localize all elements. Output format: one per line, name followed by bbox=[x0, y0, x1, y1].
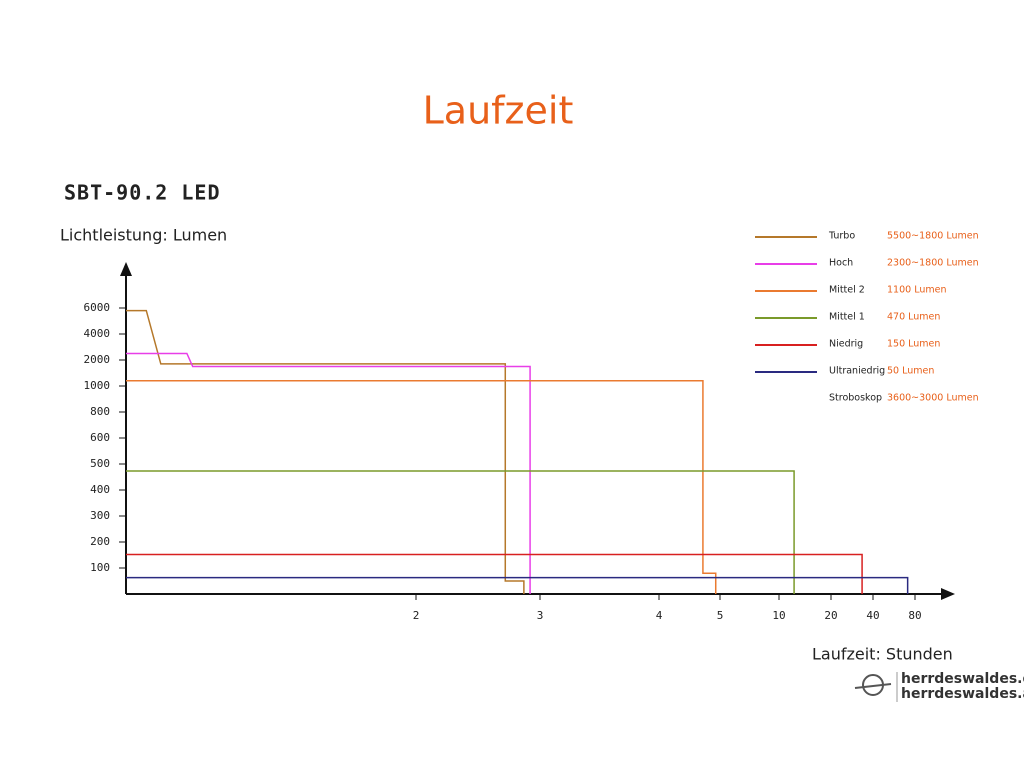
x-axis-arrow bbox=[941, 588, 955, 600]
y-tick-label: 300 bbox=[90, 509, 110, 522]
y-tick-label: 4000 bbox=[84, 327, 111, 340]
legend-description: 2300~1800 Lumen bbox=[887, 258, 979, 269]
legend-label: Turbo bbox=[828, 231, 855, 242]
watermark-text: herrdeswaldes.de bbox=[901, 671, 1024, 687]
legend-label: Hoch bbox=[829, 258, 853, 269]
legend-label: Mittel 1 bbox=[829, 312, 865, 323]
chart-subtitle: SBT-90.2 LED bbox=[64, 181, 221, 205]
y-tick-label: 6000 bbox=[84, 301, 111, 314]
y-tick-label: 200 bbox=[90, 535, 110, 548]
x-tick-label: 3 bbox=[537, 609, 544, 622]
chart-title: Laufzeit bbox=[423, 89, 574, 133]
series-line bbox=[126, 576, 909, 594]
y-tick-label: 800 bbox=[90, 405, 110, 418]
y-tick-label: 2000 bbox=[84, 353, 111, 366]
y-tick-label: 1000 bbox=[84, 379, 111, 392]
legend-description: 470 Lumen bbox=[887, 312, 940, 323]
legend-label: Niedrig bbox=[829, 339, 863, 350]
y-tick-label: 600 bbox=[90, 431, 110, 444]
watermark-text: herrdeswaldes.at bbox=[901, 686, 1024, 702]
series-line bbox=[126, 309, 525, 594]
legend-label: Stroboskop bbox=[829, 393, 882, 404]
x-axis-label: Laufzeit: Stunden bbox=[812, 645, 953, 664]
x-tick-label: 4 bbox=[656, 609, 663, 622]
legend-description: 150 Lumen bbox=[887, 339, 940, 350]
x-tick-label: 10 bbox=[772, 609, 785, 622]
legend-description: 5500~1800 Lumen bbox=[887, 231, 979, 242]
x-tick-label: 5 bbox=[717, 609, 724, 622]
x-tick-label: 2 bbox=[413, 609, 420, 622]
y-tick-label: 500 bbox=[90, 457, 110, 470]
series-line bbox=[126, 352, 531, 594]
watermark-icon bbox=[854, 683, 892, 689]
series-line bbox=[126, 380, 717, 594]
y-tick-label: 400 bbox=[90, 483, 110, 496]
watermark: herrdeswaldes.de herrdeswaldes.at bbox=[854, 671, 1024, 702]
y-axis-arrow bbox=[120, 262, 132, 276]
x-tick-label: 20 bbox=[824, 609, 837, 622]
legend-label: Ultraniedrig bbox=[829, 366, 885, 377]
series-line bbox=[126, 553, 863, 594]
legend-description: 3600~3000 Lumen bbox=[887, 393, 979, 404]
legend-description: 1100 Lumen bbox=[887, 285, 946, 296]
y-axis-label: Lichtleistung: Lumen bbox=[60, 226, 227, 245]
x-tick-label: 80 bbox=[908, 609, 921, 622]
legend-label: Mittel 2 bbox=[829, 285, 865, 296]
y-tick-label: 100 bbox=[90, 561, 110, 574]
x-tick-label: 40 bbox=[866, 609, 879, 622]
series-line bbox=[126, 470, 795, 594]
legend-description: 50 Lumen bbox=[887, 366, 934, 377]
